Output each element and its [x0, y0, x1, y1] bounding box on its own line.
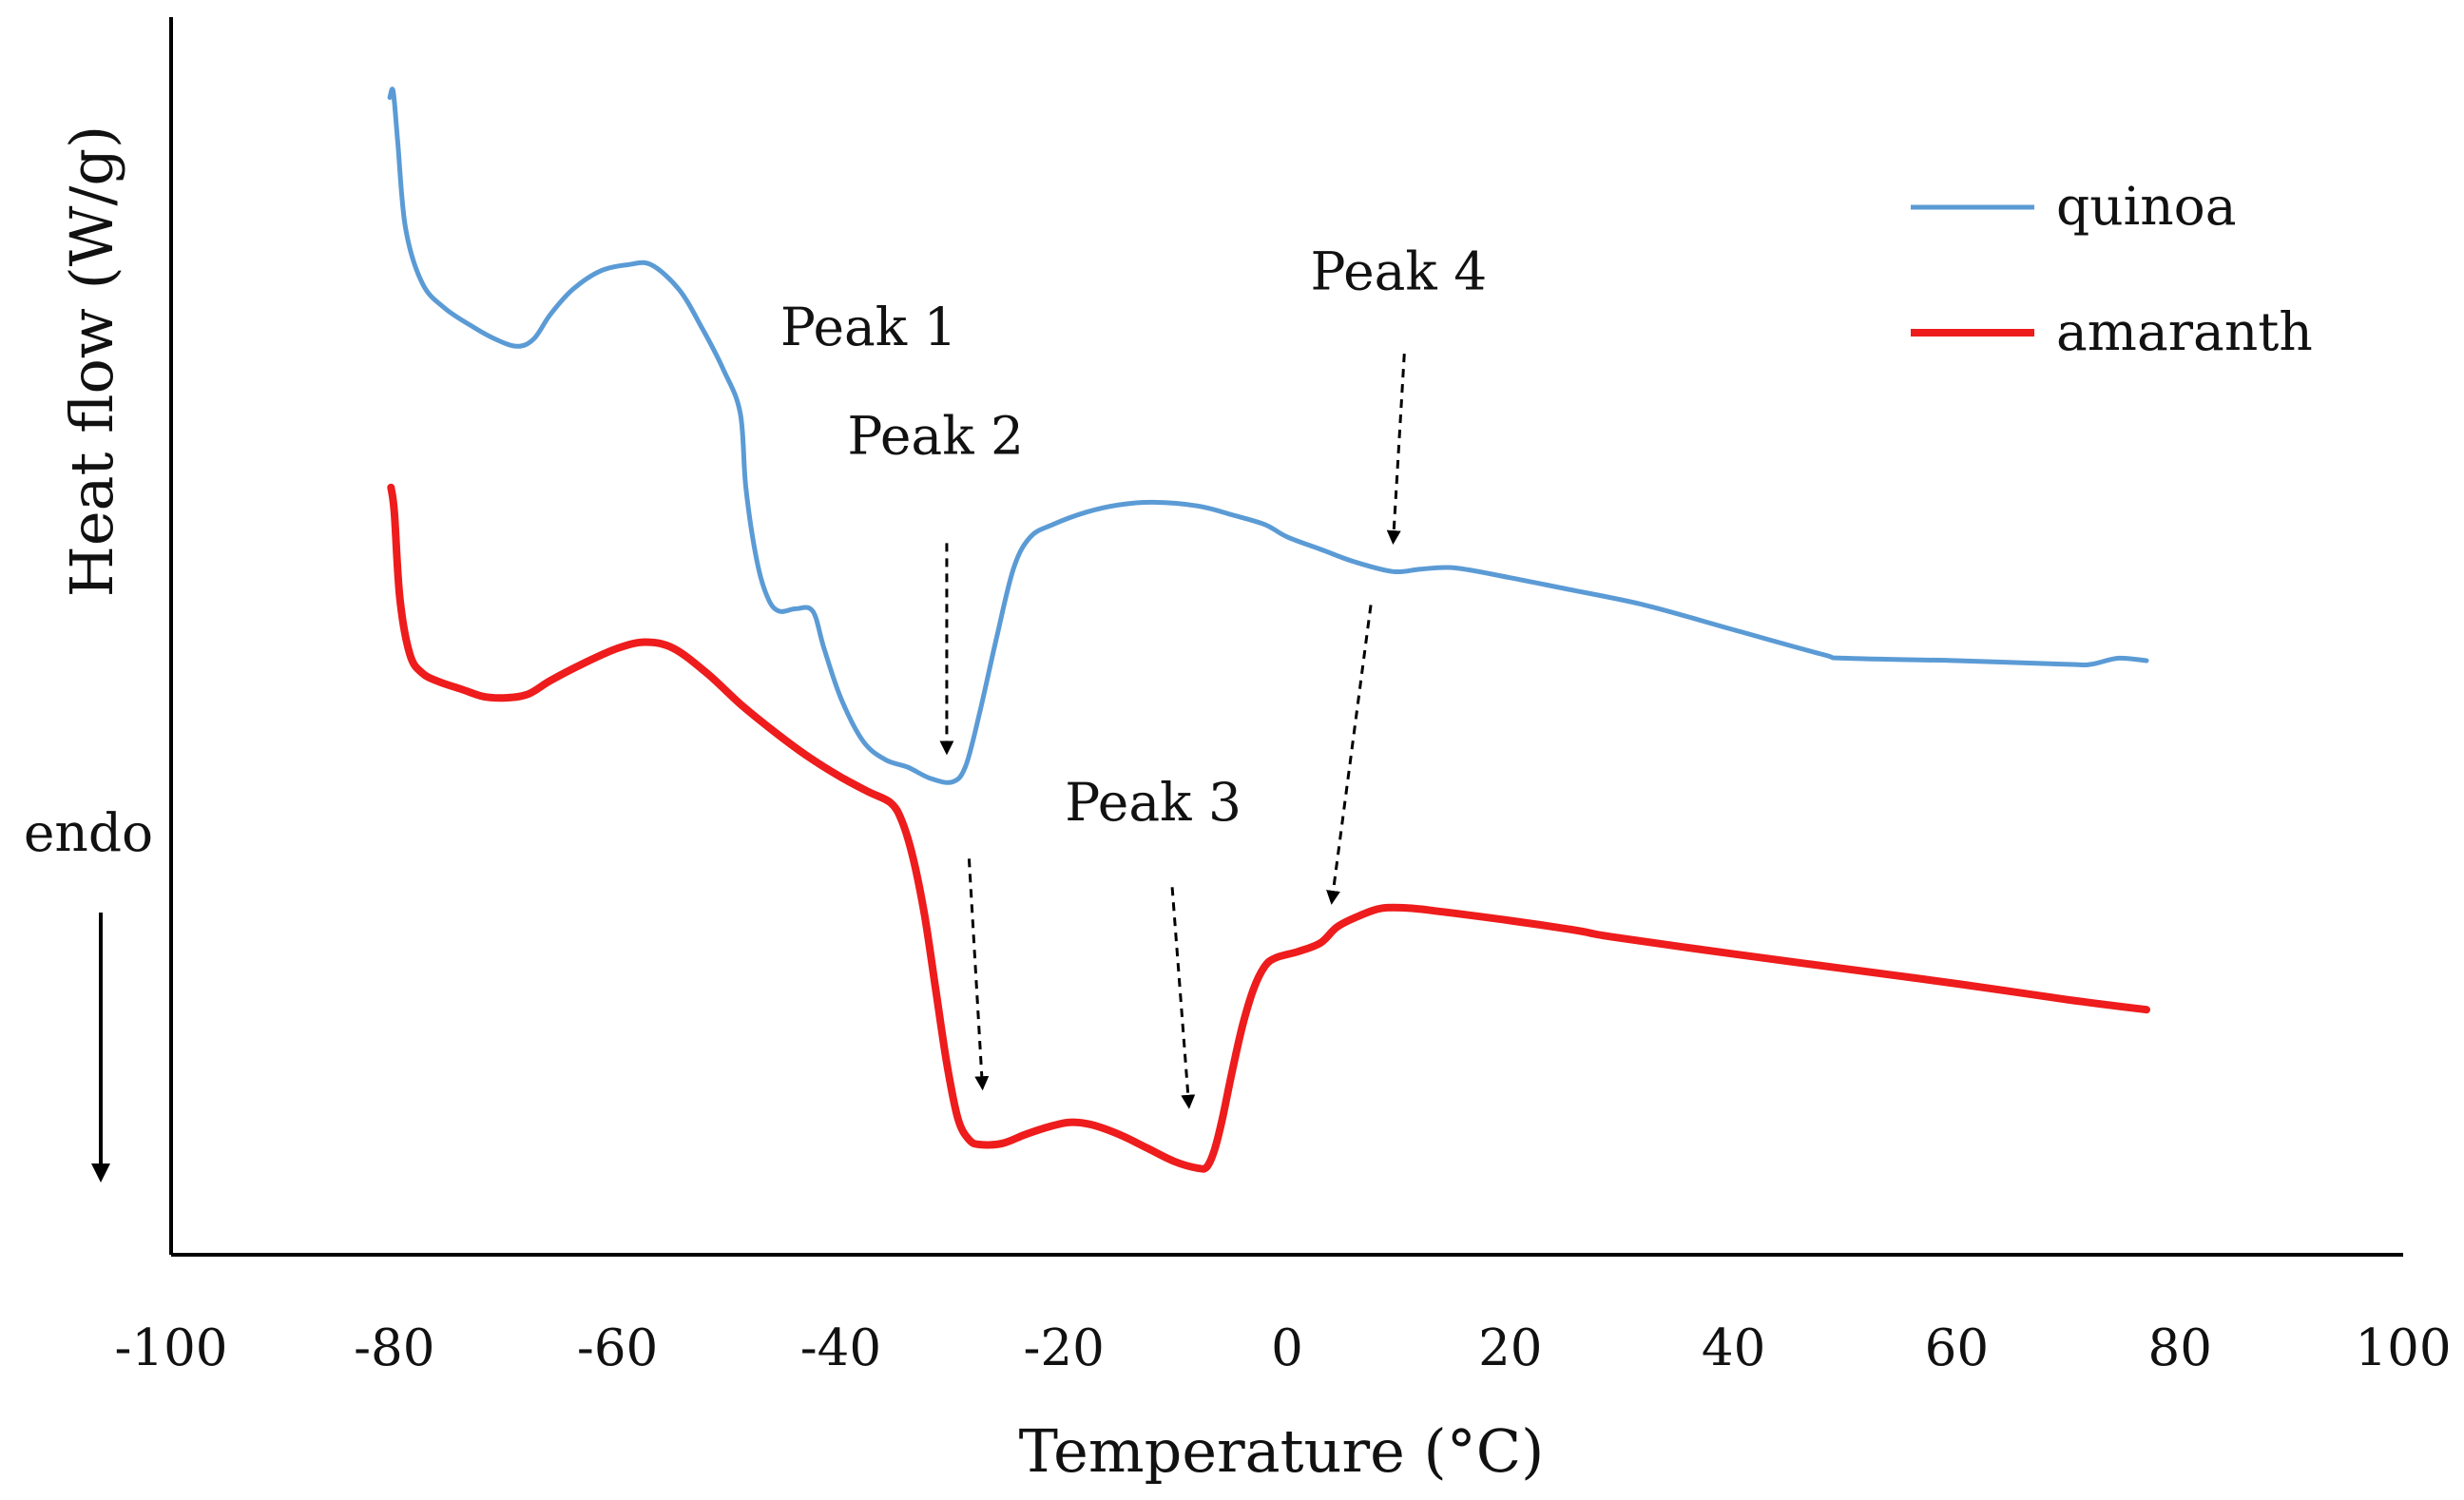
- series-group: [387, 87, 2150, 1173]
- peak-4-arrow: [1386, 354, 1406, 546]
- x-tick-label: -20: [1024, 1319, 1105, 1377]
- x-tick-label: 40: [1702, 1319, 1765, 1377]
- x-tick-label: -80: [354, 1319, 434, 1377]
- series-line-quinoa: [387, 87, 2149, 785]
- peak-4-arrow: [1326, 605, 1373, 905]
- legend-label-quinoa: quinoa: [2056, 176, 2237, 237]
- y-axis-title: Heat flow (W/g): [57, 125, 126, 597]
- x-tick-label: -60: [577, 1319, 658, 1377]
- series-line-amaranth: [387, 483, 2150, 1173]
- x-tick-label: 0: [1271, 1319, 1303, 1377]
- x-tick-label: 60: [1925, 1319, 1989, 1377]
- x-tick-label: 20: [1478, 1319, 1542, 1377]
- peak-4-label: Peak 4: [1311, 240, 1488, 301]
- peak-2-arrow: [967, 858, 990, 1091]
- legend: quinoa amaranth: [1911, 176, 2313, 362]
- x-axis-title: Temperature (°C): [1019, 1416, 1545, 1486]
- legend-label-amaranth: amaranth: [2056, 301, 2313, 362]
- peak-3-arrow: [1170, 887, 1196, 1109]
- peak-1-label: Peak 1: [780, 297, 957, 357]
- peak-2-label: Peak 2: [847, 406, 1024, 467]
- x-tick-label: 80: [2147, 1319, 2211, 1377]
- endo-label: endo: [24, 802, 153, 863]
- axes: [169, 17, 2403, 1257]
- x-tick-label: -40: [800, 1319, 881, 1377]
- endo-indicator: endo: [24, 802, 153, 1183]
- x-tick-label: 100: [2355, 1319, 2451, 1377]
- peak-annotations: Peak 1 Peak 2 Peak 3 Peak 4: [780, 240, 1488, 1109]
- x-tick-labels: -100 -80 -60 -40 -20 0 20 40 60 80 100: [114, 1319, 2451, 1377]
- peak-3-label: Peak 3: [1065, 772, 1242, 833]
- x-tick-label: -100: [114, 1319, 227, 1377]
